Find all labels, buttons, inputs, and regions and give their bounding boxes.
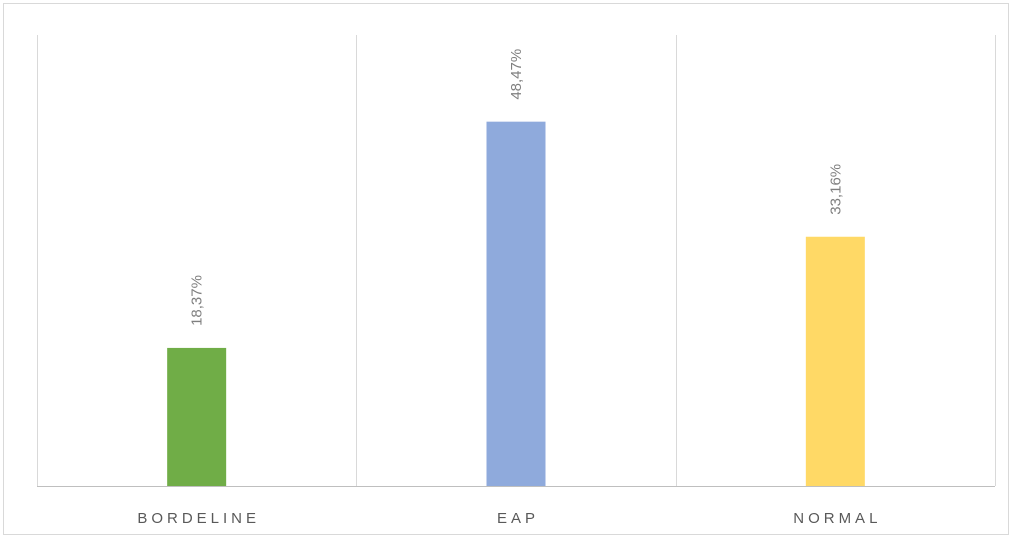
category-label-bordeline: BORDELINE [137, 510, 260, 527]
category-label-normal: NORMAL [793, 510, 881, 527]
data-label-bordeline: 18,37% [189, 275, 206, 326]
category-axis: BORDELINE EAP NORMAL [137, 510, 881, 527]
label-layer: 18,37% 48,47% 33,16% [189, 49, 845, 326]
data-label-eap: 48,47% [508, 49, 525, 100]
category-label-eap: EAP [497, 510, 539, 527]
bar-normal [805, 236, 865, 486]
bar-eap [486, 121, 546, 486]
bar-layer [167, 121, 865, 486]
grid-layer [37, 35, 996, 487]
bar-bordeline [167, 347, 227, 486]
data-label-normal: 33,16% [827, 164, 844, 215]
